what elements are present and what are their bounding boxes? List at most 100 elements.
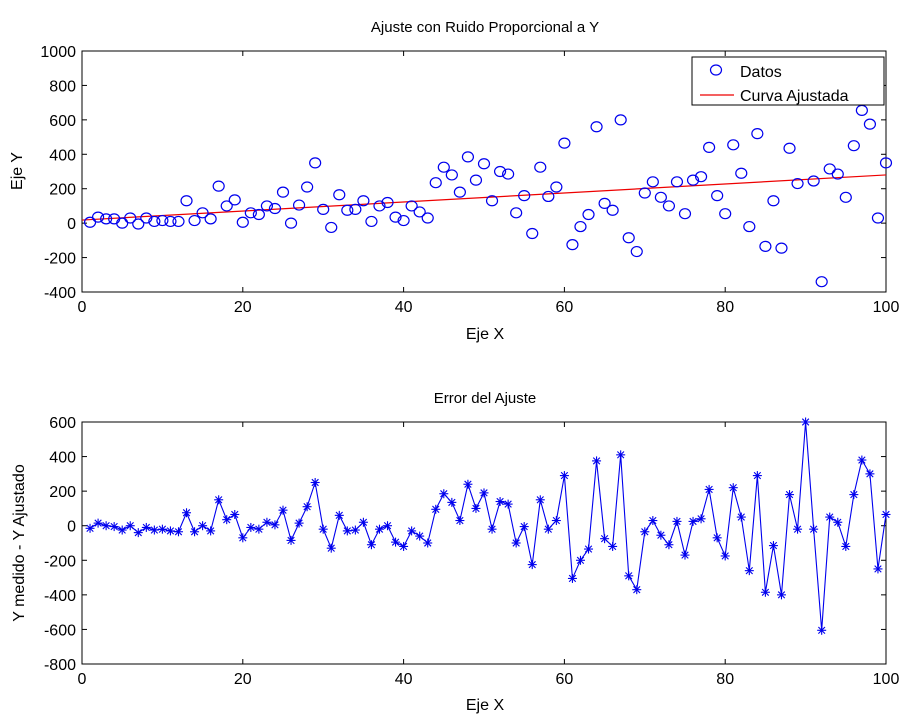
- data-point: [518, 190, 531, 202]
- error-point-marker: [222, 515, 232, 525]
- data-point: [252, 208, 265, 221]
- error-point-marker: [584, 544, 594, 554]
- data-point: [871, 212, 885, 224]
- fit-chart-x-tick-label: 40: [395, 299, 413, 316]
- error-point-marker: [551, 516, 561, 526]
- error-point-marker: [736, 512, 746, 522]
- legend-datos-marker: [709, 64, 723, 76]
- fit-chart-plot-area: 0 20 40 60 80 100 -400 -200 0 200 400 600 800 1000: [40, 44, 899, 316]
- data-point: [606, 204, 619, 216]
- error-point-marker: [85, 523, 95, 533]
- error-point-marker: [592, 456, 602, 466]
- data-point: [357, 195, 370, 207]
- data-point: [445, 169, 458, 181]
- error-chart-y-tick-label: 0: [67, 519, 76, 536]
- error-point-marker: [165, 526, 175, 536]
- error-point-marker: [825, 512, 835, 522]
- data-point: [815, 276, 828, 288]
- error-chart-x-tick-label: 20: [234, 671, 252, 688]
- data-point: [156, 214, 169, 227]
- data-point: [847, 140, 860, 152]
- error-point-marker: [294, 518, 304, 528]
- error-point-marker: [495, 497, 505, 507]
- error-chart-x-tick-label: 100: [873, 671, 900, 688]
- error-point-marker: [270, 520, 280, 530]
- error-point-marker: [431, 504, 441, 514]
- error-point-marker: [873, 564, 883, 574]
- data-point: [485, 195, 499, 207]
- data-point: [622, 232, 635, 244]
- error-point-marker: [109, 522, 119, 532]
- error-point-marker: [447, 497, 457, 507]
- error-point-marker: [471, 503, 481, 513]
- data-point: [574, 220, 587, 233]
- error-chart-x-tick-label: 40: [395, 671, 413, 688]
- data-point: [582, 208, 595, 221]
- error-point-marker: [616, 450, 626, 460]
- data-point: [630, 245, 643, 258]
- error-point-marker: [286, 535, 296, 545]
- fit-chart-y-tick-label: 1000: [40, 44, 76, 61]
- data-point: [381, 196, 394, 209]
- data-point: [703, 141, 716, 153]
- error-point-marker: [680, 550, 690, 560]
- data-point: [477, 158, 491, 170]
- data-point: [542, 190, 555, 203]
- error-point-marker: [455, 516, 465, 526]
- error-point-marker: [141, 522, 151, 532]
- error-chart-y-tick-label: -600: [44, 622, 76, 639]
- error-point-marker: [712, 533, 722, 543]
- data-point: [735, 167, 748, 179]
- data-point: [284, 217, 298, 229]
- data-point: [791, 177, 804, 190]
- error-point-marker: [648, 516, 658, 526]
- error-point-marker: [254, 524, 264, 534]
- data-point: [453, 186, 466, 198]
- data-point: [719, 208, 732, 220]
- error-point-marker: [318, 524, 328, 534]
- data-point: [212, 180, 225, 192]
- error-point-marker: [768, 541, 778, 551]
- data-point: [550, 181, 563, 193]
- data-point: [301, 181, 314, 193]
- error-point-marker: [776, 590, 786, 600]
- error-series-line: [89, 421, 887, 631]
- data-point: [807, 175, 820, 187]
- data-point: [646, 176, 659, 188]
- error-point-marker: [543, 524, 553, 534]
- data-point: [783, 142, 796, 154]
- fit-chart-plot-frame: [81, 50, 887, 293]
- error-point-marker: [173, 527, 183, 537]
- error-point-marker: [849, 490, 859, 500]
- data-point: [694, 171, 708, 183]
- error-chart-x-tick-label: 0: [78, 671, 87, 688]
- fit-chart-y-tick-label: 200: [49, 182, 76, 199]
- data-point: [638, 187, 651, 199]
- data-point: [855, 104, 868, 116]
- data-point: [260, 200, 274, 212]
- data-point: [670, 176, 684, 188]
- data-point: [236, 216, 249, 228]
- error-point-marker: [391, 537, 401, 547]
- data-point: [711, 190, 724, 202]
- data-point: [437, 161, 450, 173]
- error-point-marker: [696, 514, 706, 524]
- data-point: [244, 207, 257, 219]
- error-point-marker: [101, 521, 111, 531]
- data-point: [188, 214, 201, 227]
- data-point: [317, 203, 330, 215]
- error-point-marker: [399, 541, 409, 551]
- fit-chart-y-tick-label: -400: [44, 285, 76, 302]
- error-point-marker: [350, 525, 360, 535]
- error-point-marker: [857, 455, 867, 465]
- data-point: [220, 200, 233, 212]
- error-point-marker: [246, 522, 256, 532]
- data-point: [309, 157, 322, 169]
- fit-chart-y-tick-label: 800: [49, 78, 76, 95]
- data-point: [292, 199, 306, 211]
- error-point-marker: [785, 490, 795, 500]
- error-point-marker: [487, 524, 497, 534]
- data-point: [389, 211, 402, 223]
- data-point: [775, 242, 788, 254]
